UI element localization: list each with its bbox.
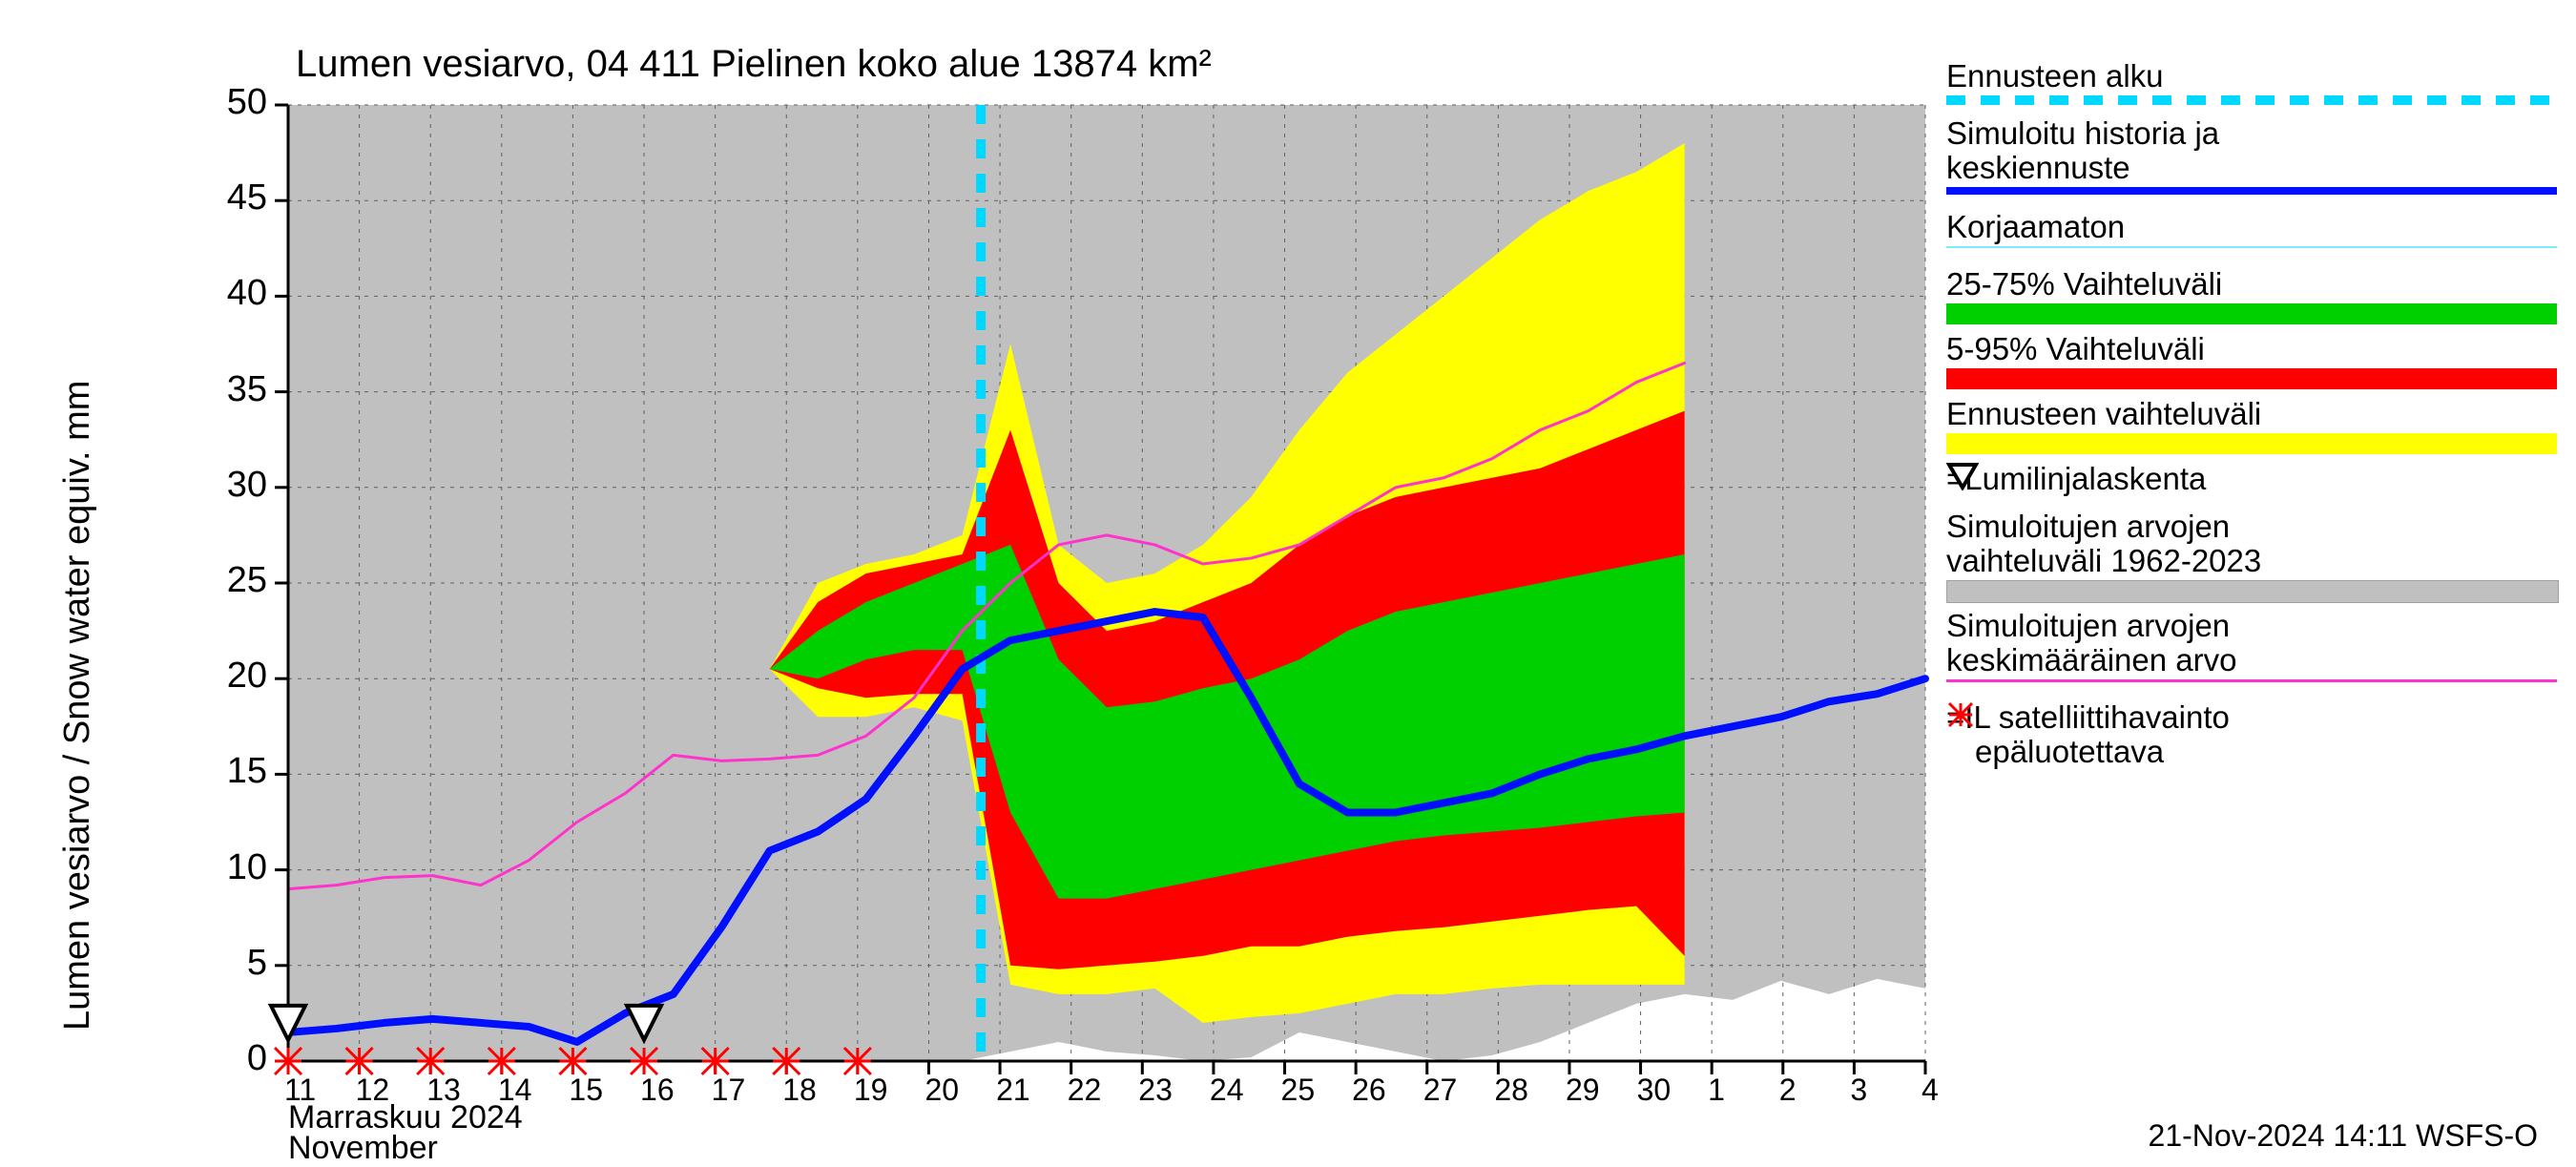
legend-swatch (1946, 433, 2557, 454)
y-tick-label: 45 (172, 177, 267, 219)
legend-label: Simuloitujen arvojenvaihteluväli 1962-20… (1946, 510, 2557, 579)
legend-swatch-line (1946, 187, 2557, 195)
x-tick-label: 23 (1138, 1073, 1173, 1108)
y-tick-label: 35 (172, 369, 267, 410)
legend-swatch (1946, 580, 2559, 603)
legend-label: 5-95% Vaihteluväli (1946, 332, 2557, 366)
y-tick-label: 15 (172, 751, 267, 792)
y-tick-label: 10 (172, 847, 267, 888)
x-tick-label: 3 (1850, 1073, 1867, 1108)
snow-water-equivalent-chart: Lumen vesiarvo, 04 411 Pielinen koko alu… (0, 0, 2576, 1145)
legend-label: Korjaamaton (1946, 210, 2557, 244)
y-tick-label: 40 (172, 273, 267, 314)
month-label-en: November (288, 1130, 438, 1167)
x-tick-label: 28 (1494, 1073, 1528, 1108)
legend-swatch (1946, 368, 2557, 389)
y-tick-label: 25 (172, 560, 267, 601)
x-tick-label: 18 (782, 1073, 817, 1108)
y-tick-label: 20 (172, 656, 267, 697)
y-tick-label: 0 (172, 1038, 267, 1079)
x-tick-label: 27 (1423, 1073, 1458, 1108)
y-tick-label: 5 (172, 943, 267, 984)
legend-label: Simuloitujen arvojenkeskimääräinen arvo (1946, 609, 2557, 678)
x-tick-label: 20 (924, 1073, 959, 1108)
x-tick-label: 19 (854, 1073, 888, 1108)
x-tick-label: 15 (569, 1073, 603, 1108)
x-tick-label: 4 (1922, 1073, 1939, 1108)
x-tick-label: 22 (1068, 1073, 1102, 1108)
x-tick-label: 1 (1708, 1073, 1725, 1108)
legend-label: =Lumilinjalaskenta (1946, 462, 2557, 496)
x-tick-label: 26 (1352, 1073, 1386, 1108)
y-tick-label: 30 (172, 465, 267, 506)
legend-label: 25-75% Vaihteluväli (1946, 267, 2557, 302)
x-tick-label: 16 (640, 1073, 675, 1108)
x-tick-label: 25 (1281, 1073, 1316, 1108)
x-tick-label: 17 (712, 1073, 746, 1108)
x-tick-label: 29 (1566, 1073, 1600, 1108)
legend-swatch (1946, 303, 2557, 324)
legend-label: Ennusteen vaihteluväli (1946, 397, 2557, 431)
legend-swatch-line (1946, 246, 2557, 248)
x-tick-label: 24 (1210, 1073, 1244, 1108)
x-tick-label: 21 (996, 1073, 1030, 1108)
legend-label: Simuloitu historia jakeskiennuste (1946, 116, 2557, 186)
legend-label: =IL satelliittihavaintoepäluotettava (1946, 700, 2557, 770)
legend-swatch-dash (1946, 95, 2557, 105)
x-tick-label: 2 (1779, 1073, 1797, 1108)
legend-label: Ennusteen alku (1946, 59, 2557, 94)
x-tick-label: 30 (1637, 1073, 1672, 1108)
timestamp: 21-Nov-2024 14:11 WSFS-O (2149, 1118, 2538, 1154)
legend-swatch-line (1946, 679, 2557, 682)
y-tick-label: 50 (172, 82, 267, 123)
